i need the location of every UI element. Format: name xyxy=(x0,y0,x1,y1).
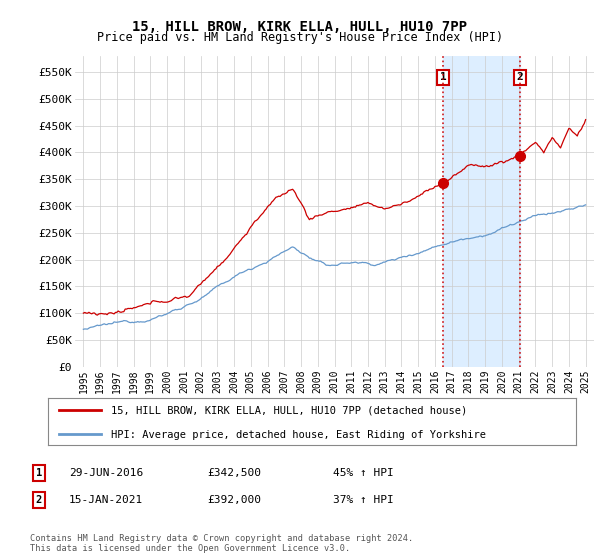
Text: 1: 1 xyxy=(440,72,446,82)
Text: 15, HILL BROW, KIRK ELLA, HULL, HU10 7PP (detached house): 15, HILL BROW, KIRK ELLA, HULL, HU10 7PP… xyxy=(112,406,467,416)
Text: £392,000: £392,000 xyxy=(207,495,261,505)
Text: 15, HILL BROW, KIRK ELLA, HULL, HU10 7PP: 15, HILL BROW, KIRK ELLA, HULL, HU10 7PP xyxy=(133,20,467,34)
Bar xyxy=(443,56,520,367)
Text: 37% ↑ HPI: 37% ↑ HPI xyxy=(333,495,394,505)
Text: Price paid vs. HM Land Registry's House Price Index (HPI): Price paid vs. HM Land Registry's House … xyxy=(97,31,503,44)
Text: 45% ↑ HPI: 45% ↑ HPI xyxy=(333,468,394,478)
Text: 2: 2 xyxy=(517,72,523,82)
Text: 2: 2 xyxy=(36,495,42,505)
Text: 15-JAN-2021: 15-JAN-2021 xyxy=(69,495,143,505)
Text: HPI: Average price, detached house, East Riding of Yorkshire: HPI: Average price, detached house, East… xyxy=(112,430,487,440)
Text: £342,500: £342,500 xyxy=(207,468,261,478)
Text: 29-JUN-2016: 29-JUN-2016 xyxy=(69,468,143,478)
Text: 1: 1 xyxy=(36,468,42,478)
Text: Contains HM Land Registry data © Crown copyright and database right 2024.
This d: Contains HM Land Registry data © Crown c… xyxy=(30,534,413,553)
